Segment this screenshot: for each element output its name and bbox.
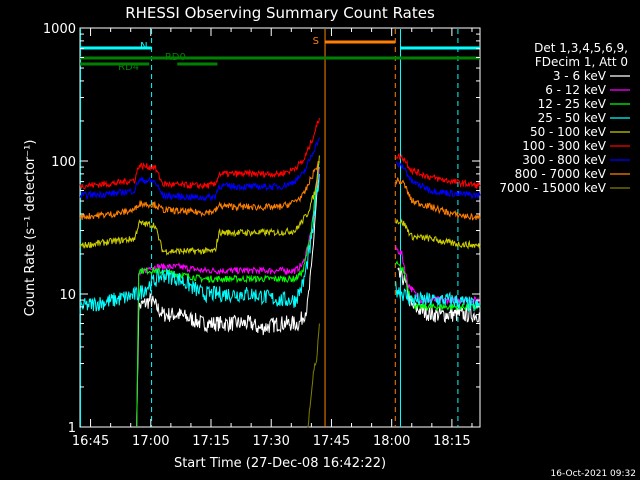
y-tick-label: 10 xyxy=(59,288,76,303)
series-group xyxy=(79,118,481,428)
legend-label: 7000 - 15000 keV xyxy=(499,181,606,195)
x-tick-label: 18:00 xyxy=(373,434,410,449)
x-tick-label: 17:45 xyxy=(313,434,350,449)
mode-bar-label: N xyxy=(140,41,147,52)
plot-area xyxy=(79,27,481,428)
series-line xyxy=(395,177,481,221)
series-line xyxy=(79,137,320,202)
mode-bars: N RD0 RD4 S xyxy=(80,36,480,73)
series-100-300-kev xyxy=(79,118,481,190)
y-tick-label: 100 xyxy=(51,155,76,170)
legend-header-line-2: FDecim 1, Att 0 xyxy=(535,55,628,69)
x-tick-label: 17:00 xyxy=(132,434,169,449)
series-line xyxy=(395,218,481,250)
series-800-7000-kev xyxy=(79,160,481,221)
series-line xyxy=(395,161,481,200)
series-25-50-kev xyxy=(79,173,481,314)
legend-label: 300 - 800 keV xyxy=(522,153,606,167)
legend-label: 50 - 100 keV xyxy=(530,125,607,139)
series-line xyxy=(395,152,481,189)
x-axis-label: Start Time (27-Dec-08 16:42:22) xyxy=(174,456,386,471)
axes: 16:45 17:00 17:15 17:30 17:45 18:00 18:15 1 10 10… xyxy=(43,22,480,449)
series-line xyxy=(79,155,320,256)
legend-label: 12 - 25 keV xyxy=(538,97,607,111)
x-tick-label: 17:15 xyxy=(192,434,229,449)
legend-header-line-1: Det 1,3,4,5,6,9, xyxy=(534,41,628,55)
legend-label: 800 - 7000 keV xyxy=(515,167,607,181)
x-tick-label: 16:45 xyxy=(72,434,109,449)
chart-title: RHESSI Observing Summary Count Rates xyxy=(125,4,435,22)
y-tick-label: 1 xyxy=(68,421,76,436)
mode-bar-label: RD0 xyxy=(165,52,186,63)
y-tick-label: 1000 xyxy=(43,22,76,37)
series-line xyxy=(395,260,481,312)
x-tick-label: 17:30 xyxy=(252,434,289,449)
series-300-800-kev xyxy=(79,137,481,202)
legend-label: 6 - 12 keV xyxy=(545,83,607,97)
series-line xyxy=(307,323,320,428)
series-line xyxy=(79,173,320,314)
mode-bar-label: RD4 xyxy=(118,62,139,73)
series-line xyxy=(136,167,320,428)
event-lines xyxy=(80,29,459,427)
plot-frame xyxy=(79,27,481,428)
series-line xyxy=(136,167,320,428)
x-tick-label: 18:15 xyxy=(433,434,470,449)
legend-label: 3 - 6 keV xyxy=(553,69,607,83)
series-7000-15000-kev xyxy=(307,323,320,428)
footer-date: 16-Oct-2021 09:32 xyxy=(551,469,636,479)
legend-label: 100 - 300 keV xyxy=(522,139,606,153)
series-line xyxy=(395,281,481,313)
y-axis-label: Count Rate (s⁻¹ detector⁻¹) xyxy=(23,140,38,317)
legend-label: 25 - 50 keV xyxy=(538,111,607,125)
legend: Det 1,3,4,5,6,9, FDecim 1, Att 0 3 - 6 k… xyxy=(499,41,630,195)
mode-bar-label: S xyxy=(313,36,319,47)
series-line xyxy=(79,118,320,190)
series-50-100-kev xyxy=(79,155,481,256)
series-line xyxy=(79,160,320,221)
